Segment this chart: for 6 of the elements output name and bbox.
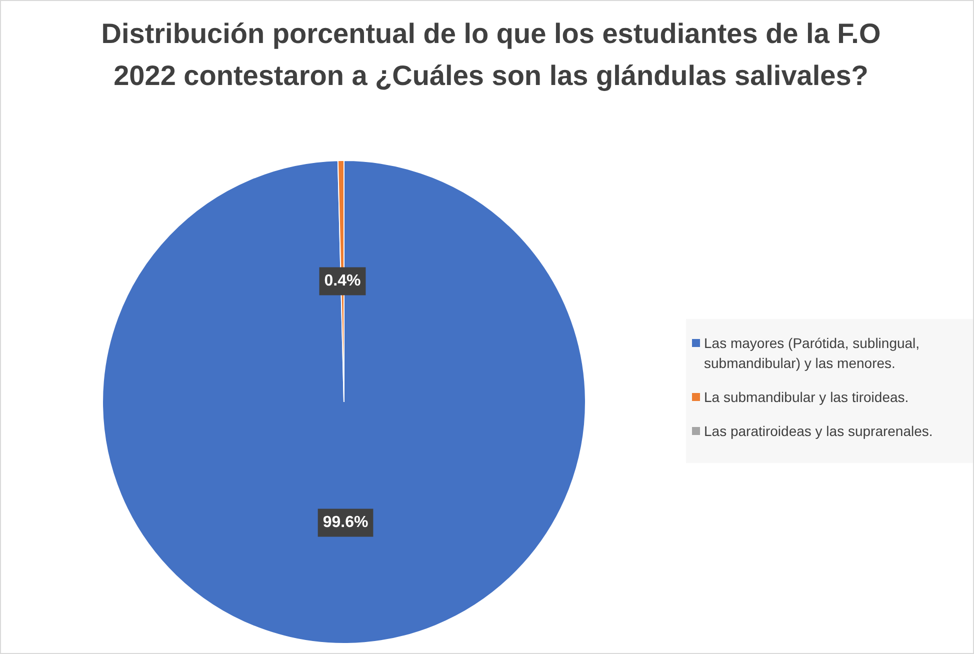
data-label: 0.4% <box>324 272 361 290</box>
legend-label: Las mayores (Parótida, sublingual, submandibular) y las menores. <box>704 334 921 373</box>
chart-title: Distribución porcentual de lo que los estudiantes de la F.O 2022 contestaron a ¿Cuáles son las glándulas salivales? <box>100 17 882 93</box>
legend-label: La submandibular y las tiroideas. <box>704 388 909 407</box>
legend-label: Las paratiroideas y las suprarenales. <box>704 422 933 441</box>
data-label: 99.6% <box>322 514 368 532</box>
